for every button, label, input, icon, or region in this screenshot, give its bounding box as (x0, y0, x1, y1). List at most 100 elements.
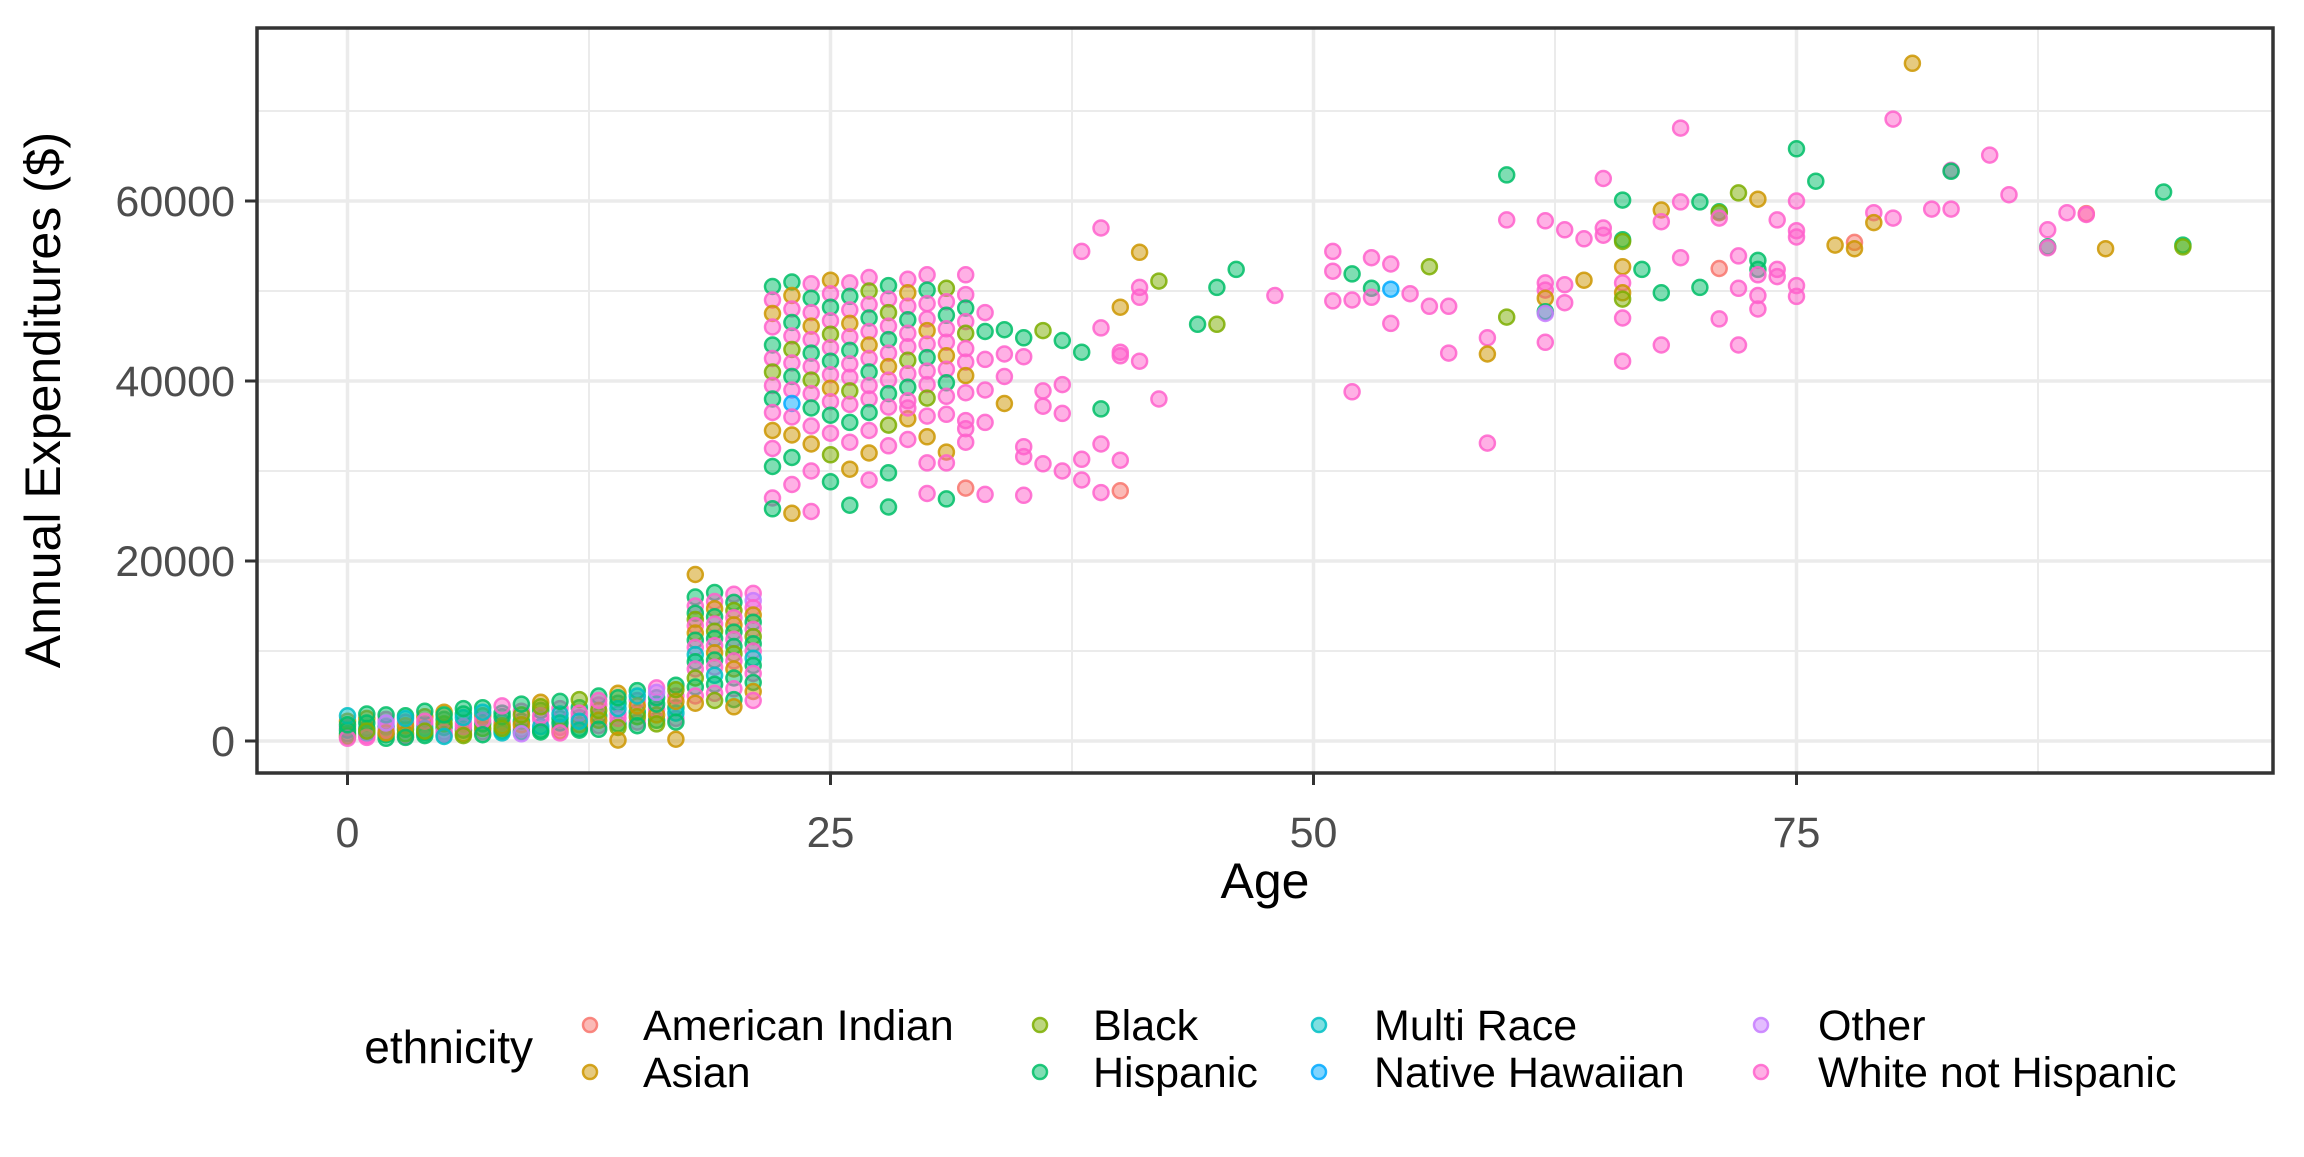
data-point (1613, 232, 1632, 251)
data-point (1922, 200, 1941, 218)
data-point (1710, 259, 1728, 278)
data-point (570, 712, 589, 730)
scatter-points (338, 54, 2192, 749)
data-point (493, 697, 511, 715)
data-point (609, 689, 627, 707)
data-point (937, 405, 956, 424)
data-point (628, 716, 647, 735)
data-point (1111, 451, 1130, 469)
data-point (1536, 304, 1555, 323)
data-point (976, 413, 994, 432)
data-point (1671, 119, 1690, 137)
data-point (1420, 257, 1439, 276)
legend-item-label: Other (1818, 1002, 1926, 1050)
data-point (1092, 319, 1110, 337)
data-point (686, 694, 705, 712)
data-point (1691, 278, 1709, 297)
data-point (956, 433, 975, 451)
legend-item-label: American Indian (643, 1002, 954, 1050)
legend-key-dot (1031, 1016, 1049, 1034)
data-point (2077, 205, 2096, 224)
data-point (1130, 243, 1149, 262)
x-tick-label: 0 (336, 809, 360, 857)
legend-item-label: Black (1093, 1002, 1199, 1050)
data-point (1633, 260, 1651, 279)
data-point (841, 460, 859, 478)
data-point (1594, 169, 1613, 188)
data-point (667, 680, 685, 699)
data-point (1555, 275, 1574, 294)
data-point (686, 565, 705, 584)
data-point (1749, 190, 1767, 208)
data-point (647, 715, 666, 733)
data-point (1671, 248, 1690, 267)
data-point (821, 473, 840, 491)
data-point (1324, 262, 1342, 280)
data-point (995, 320, 1014, 339)
data-point (1652, 284, 1671, 302)
data-point (1497, 166, 1516, 184)
data-point (1942, 200, 1960, 218)
data-point (667, 730, 685, 748)
data-point (1807, 172, 1825, 190)
data-point (1072, 343, 1091, 361)
data-point (667, 713, 685, 731)
data-point (1497, 308, 1516, 326)
data-point (1111, 482, 1130, 500)
data-point (879, 437, 898, 455)
data-point (879, 398, 898, 416)
data-point (1343, 383, 1361, 401)
data-point (2154, 183, 2173, 201)
data-point (647, 683, 666, 702)
data-point (783, 475, 801, 494)
x-tick-label: 25 (807, 809, 855, 857)
data-point (1613, 257, 1632, 276)
data-point (1343, 291, 1361, 309)
data-point (879, 416, 898, 434)
data-point (802, 435, 820, 453)
data-point (473, 725, 492, 744)
data-point (1111, 347, 1130, 365)
data-point (609, 731, 627, 749)
data-point (1729, 336, 1748, 354)
data-point (1787, 192, 1806, 210)
data-point (918, 454, 936, 472)
data-point (589, 720, 608, 739)
data-point (1555, 221, 1574, 239)
data-point (976, 485, 994, 504)
data-point (1729, 279, 1748, 298)
data-point (454, 699, 473, 718)
data-point (551, 692, 569, 711)
data-point (937, 490, 956, 508)
data-point (821, 406, 840, 424)
data-point (1266, 286, 1284, 305)
data-point (763, 457, 782, 476)
data-point (1787, 228, 1806, 246)
data-point (1401, 284, 1419, 303)
data-point (1343, 265, 1361, 283)
data-point (1053, 375, 1072, 394)
data-point (358, 705, 376, 723)
data-point (1092, 219, 1110, 237)
y-axis: 0 20000 40000 60000 (115, 178, 257, 766)
data-point (1227, 260, 1245, 279)
data-point (879, 464, 898, 482)
data-point (1710, 310, 1728, 328)
data-point (1034, 455, 1052, 473)
data-point (995, 394, 1014, 413)
data-point (918, 428, 936, 446)
data-point (1092, 483, 1110, 502)
data-point (1536, 333, 1555, 352)
data-point (1014, 329, 1033, 347)
data-point (1034, 397, 1052, 415)
data-point (338, 716, 357, 734)
data-point (1555, 293, 1574, 312)
y-axis-title: Annual Expenditures ($) (15, 132, 71, 668)
data-point (1362, 248, 1381, 267)
data-point (1536, 212, 1555, 230)
data-point (416, 722, 434, 740)
data-point (1072, 471, 1091, 489)
x-tick-label: 75 (1773, 809, 1821, 857)
data-point (1845, 239, 1864, 258)
